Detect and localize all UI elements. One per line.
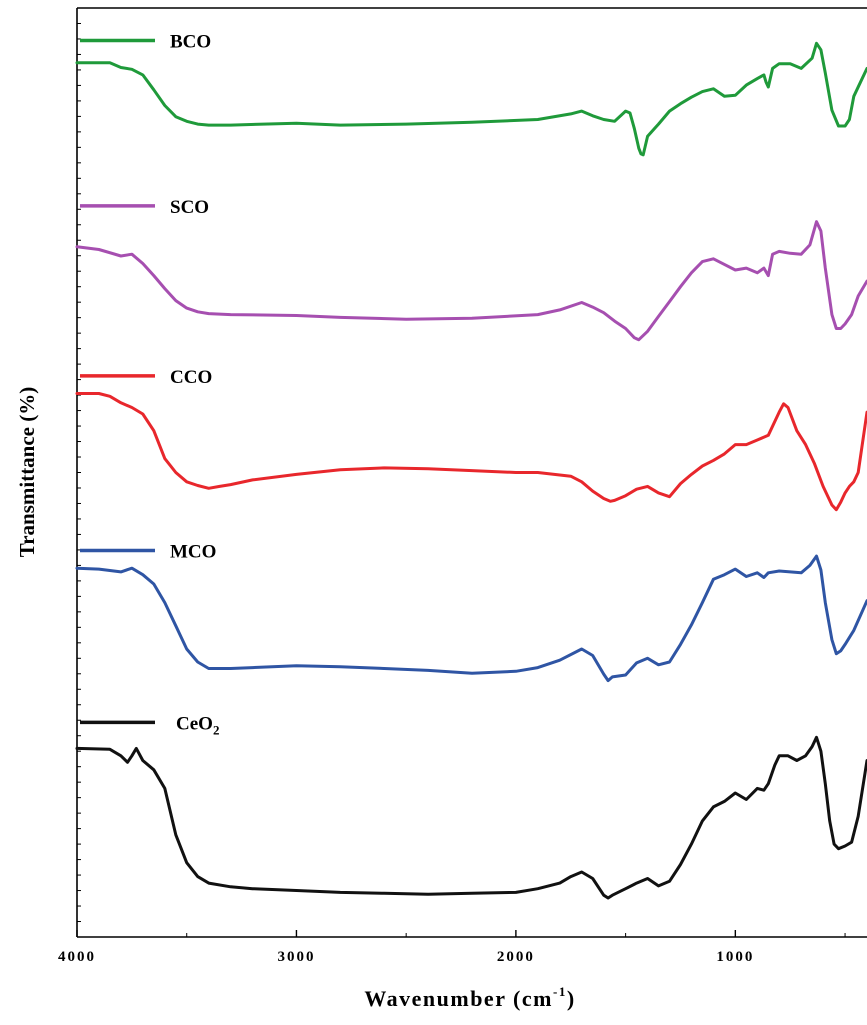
legend-label-sco: SCO [170, 197, 209, 218]
legend-label-bco: BCO [170, 32, 211, 53]
x-ticks: 4000 3000 2000 1000 [58, 930, 846, 965]
x-tick-label: 3000 [277, 949, 315, 965]
series-line-ceo2 [75, 735, 867, 900]
series-line-bco [75, 41, 867, 157]
x-tick-label: 2000 [497, 949, 535, 965]
series-line-mco [75, 554, 867, 683]
series-line-sco [75, 220, 867, 342]
legend: BCO SCO CCO MCO CeO2 [80, 32, 219, 737]
series-lines [75, 41, 867, 900]
x-axis-title-main: Wavenumber (cm [364, 986, 553, 1011]
legend-label-cco: CCO [170, 367, 212, 388]
legend-label-mco: MCO [170, 542, 216, 563]
x-axis-title-tail: ) [567, 986, 576, 1011]
x-tick-label: 1000 [716, 949, 754, 965]
series-line-cco [75, 392, 867, 512]
x-axis-title-sup: -1 [553, 984, 567, 999]
x-tick-label: 4000 [58, 949, 96, 965]
x-axis-title: Wavenumber (cm-1) [364, 984, 575, 1011]
y-axis-title: Transmittance (%) [15, 387, 39, 558]
legend-label-ceo2: CeO2 [176, 713, 219, 737]
